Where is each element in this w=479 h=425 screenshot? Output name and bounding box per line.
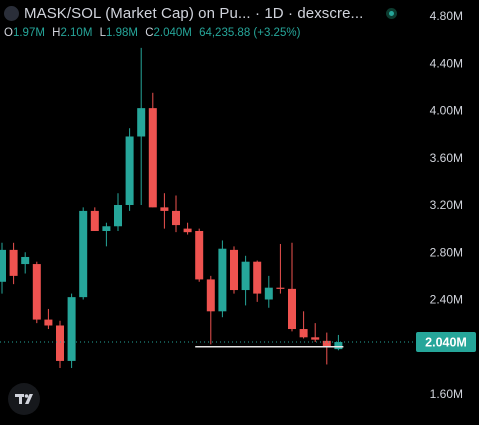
y-tick-label: 4.80M: [430, 9, 463, 23]
candle-body: [288, 288, 296, 330]
candle-body: [172, 210, 180, 226]
close-label: C: [145, 27, 154, 39]
candle-body: [334, 342, 343, 350]
low-label: L: [99, 27, 107, 39]
last-price-badge: [416, 332, 476, 353]
candle-body: [322, 340, 331, 347]
y-tick-label: 3.20M: [430, 198, 463, 212]
candles-layer: [0, 47, 343, 369]
candle-body: [230, 249, 238, 291]
chart-header: MASK/SOL (Market Cap) on Pu... · 1D · de…: [0, 0, 415, 44]
change-value: 64,235.88 (+3.25%): [199, 27, 301, 39]
candle-body: [160, 207, 169, 211]
price-axis[interactable]: 4.80M 4.40M 4.00M 3.60M 3.20M 2.80M 2.40M 1.60M…: [416, 9, 476, 401]
candle-body: [0, 249, 6, 282]
y-tick-label: 4.40M: [430, 56, 463, 70]
candle-body: [56, 325, 64, 361]
last-price-label: 2.040M: [425, 336, 467, 350]
candle-body: [195, 230, 204, 280]
candle-body: [276, 287, 285, 289]
y-tick-label: 2.40M: [430, 293, 463, 307]
candle-body: [102, 226, 111, 231]
open-label: O: [4, 27, 13, 39]
close-value: 2.040M: [153, 27, 192, 39]
candle-body: [253, 261, 262, 294]
symbol-title[interactable]: MASK/SOL (Market Cap) on Pu... · 1D · de…: [24, 5, 364, 22]
low-value: 1.98M: [106, 27, 138, 39]
high-value: 2.10M: [60, 27, 93, 39]
candle-body: [264, 287, 273, 300]
candle-body: [21, 256, 30, 265]
candle-body: [90, 210, 99, 231]
candle-body: [299, 329, 308, 338]
candle-body: [79, 210, 88, 298]
y-tick-label: 1.60M: [430, 387, 463, 401]
y-tick-label: 2.80M: [430, 245, 463, 259]
candle-body: [137, 108, 146, 137]
overlays-layer: [0, 341, 415, 348]
y-tick-label: 3.60M: [430, 151, 463, 165]
y-tick-label: 4.00M: [430, 104, 463, 118]
high-label: H: [52, 27, 61, 39]
candle-body: [183, 228, 192, 233]
candle-body: [206, 279, 215, 312]
candle-body: [67, 297, 76, 361]
candle-body: [125, 136, 134, 205]
candle-body: [32, 264, 41, 320]
market-open-dot-icon[interactable]: [386, 8, 397, 19]
candle-body: [241, 261, 250, 291]
candle-body: [311, 337, 320, 340]
candle-body: [114, 205, 122, 227]
candle-body: [9, 249, 18, 276]
token-logo-icon: [4, 6, 19, 21]
candle-body: [44, 319, 53, 326]
tradingview-logo-icon[interactable]: [8, 383, 40, 415]
open-value: 1.97M: [12, 27, 45, 39]
candle-body: [148, 108, 157, 208]
ohlc-legend: O1.97M H2.10M L1.98M C2.040M 64,235.88 (…: [4, 27, 304, 39]
candle-body: [218, 248, 227, 312]
